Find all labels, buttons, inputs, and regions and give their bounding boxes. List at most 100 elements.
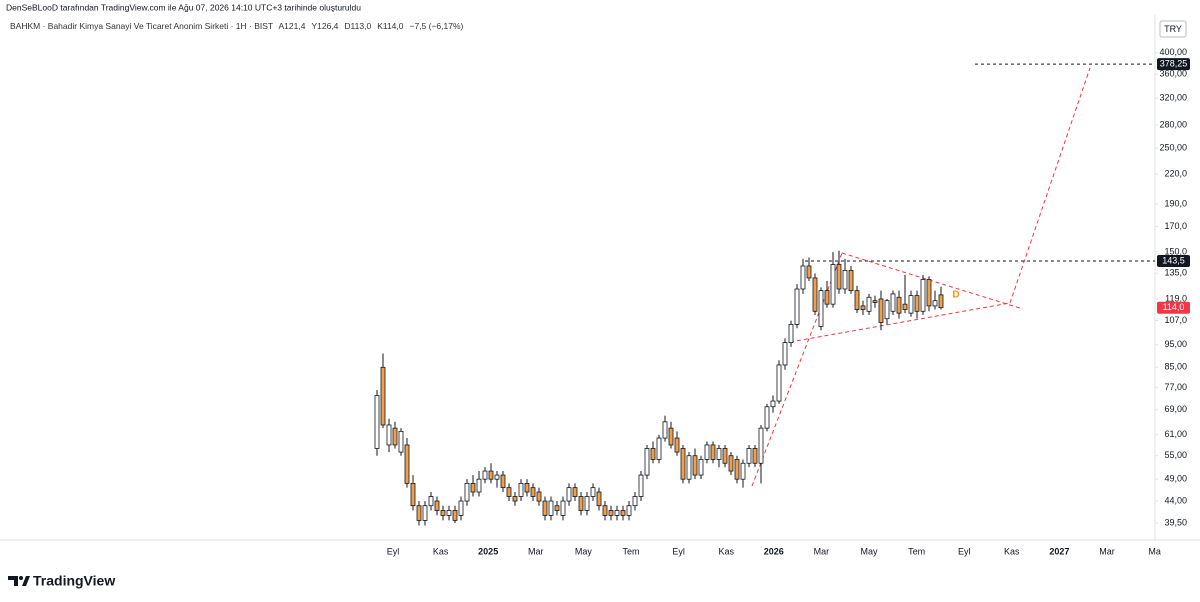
candle-body [824,290,830,305]
logo-mark [22,576,30,586]
candle-body [632,496,638,507]
candle-body [380,366,386,426]
candle-body [758,427,764,464]
y-tick-label: 320,00 [1159,92,1187,102]
candle-body [386,424,392,446]
currency: TRY [1164,24,1182,34]
candle-body [578,496,584,511]
trend-line [1009,67,1091,304]
candle-body [764,406,770,429]
trend-lines [751,67,1091,487]
candle-body [878,298,884,323]
candle-body [536,491,542,502]
x-tick-label: May [860,546,878,556]
brand: TradingView [33,573,115,589]
candle-body [932,300,938,307]
x-tick-label: Kas [718,546,734,556]
y-tick-label: 39,50 [1164,517,1187,527]
candle-body [854,290,860,310]
candle-body [596,491,602,507]
candle-body [500,474,506,489]
x-tick-label: Mar [528,546,544,556]
candle-body [872,300,878,303]
candle-body [404,444,410,484]
candle-body [590,487,596,497]
x-tick-label: 2025 [478,546,498,556]
candle-body [446,510,452,516]
candle-body [470,482,476,493]
candle-body [926,279,932,307]
candle-body [800,265,806,290]
annotation: D [952,290,959,301]
candle-body [464,482,470,502]
candle-body [524,482,530,493]
candle-body [680,448,686,480]
candle-body [728,455,734,472]
legend-change: −7,5 (−6,17%) [410,21,464,31]
candle-body [806,265,812,279]
candle-body [614,510,620,516]
candle-body [686,455,692,480]
candle-body [518,482,524,497]
candle-body [656,437,662,460]
price-label: 378,25 [1160,58,1188,68]
candle-body [422,505,428,521]
candle-body [440,510,446,516]
candle-body [434,500,440,511]
candle-body [512,496,518,502]
candle-body [788,323,794,343]
candle-body [392,427,398,446]
candle-body [608,510,614,516]
candle-body [566,487,572,502]
candle-body [494,474,500,480]
trend-line [841,252,1024,310]
candle-body [602,505,608,516]
candle-body [782,342,788,366]
logo-mark [19,576,23,580]
candle-body [734,459,740,480]
y-tick-label: 77,00 [1164,382,1187,392]
y-tick-label: 280,00 [1159,120,1187,130]
candle-body [668,427,674,446]
candle-body [554,505,560,511]
candle-body [674,437,680,453]
y-tick-label: 49,00 [1164,474,1187,484]
trend-line [789,302,1011,343]
candle-body [416,505,422,521]
x-tick-label: Eyl [958,546,971,556]
candle-body [836,264,842,290]
candle-body [920,279,926,312]
candle-body [650,448,656,460]
candle-body [398,430,404,453]
x-tick-label: Eyl [672,546,685,556]
legend: BAHKM · Bahadir Kimya Sanayi Ve Ticaret … [10,21,464,31]
price-label-box [1157,58,1190,71]
candle-body [908,295,914,314]
y-tick-label: 69,00 [1164,404,1187,414]
candle-body [410,482,416,507]
candle-body [548,500,554,516]
x-tick-label: Mar [814,546,830,556]
candle-body [572,487,578,497]
x-tick-label: Kas [433,546,449,556]
candle-body [476,478,482,493]
candle-body [506,487,512,497]
candle-body [458,500,464,516]
y-tick-label: 150,0 [1164,246,1187,256]
price-label: 143,5 [1162,255,1185,265]
x-tick-label: 2026 [764,546,784,556]
candle-body [752,448,758,464]
candle-body [488,470,494,480]
candle-body [884,300,890,320]
x-tick-label: Ma [1148,546,1161,556]
legend-low: D113,0 [344,21,371,31]
candle-body [818,290,824,327]
candle-body [692,455,698,476]
x-tick-label: Eyl [387,546,400,556]
legend-close: K114,0 [377,21,404,31]
legend-symbol: BAHKM · Bahadir Kimya Sanayi Ve Ticaret … [10,21,273,31]
y-tick-label: 44,00 [1164,495,1187,505]
candle-body [704,444,710,460]
candle-body [740,462,746,480]
